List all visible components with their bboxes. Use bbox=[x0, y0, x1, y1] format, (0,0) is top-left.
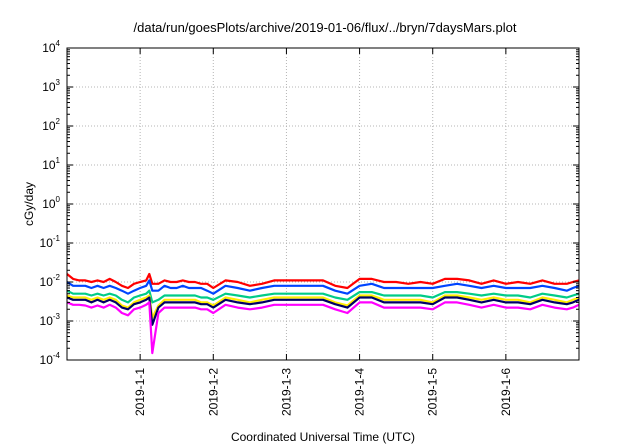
y-tick-label: 101 bbox=[42, 156, 60, 172]
y-axis-label: cGy/day bbox=[22, 182, 36, 226]
x-tick-label: 2019-1-3 bbox=[279, 368, 293, 416]
x-axis: 2019-1-1 2019-1-2 2019-1-3 2019-1-4 2019-1-5… bbox=[133, 48, 513, 416]
x-axis-label: Coordinated Universal Time (UTC) bbox=[231, 430, 415, 444]
series-line-2 bbox=[66, 279, 580, 295]
x-tick-label: 2019-1-6 bbox=[499, 368, 513, 416]
series-line-6 bbox=[66, 301, 580, 355]
x-tick-label: 2019-1-4 bbox=[353, 368, 367, 416]
x-tick-label: 2019-1-2 bbox=[206, 368, 220, 416]
series-line-1 bbox=[66, 272, 580, 290]
series-line-4 bbox=[66, 294, 580, 319]
y-tick-label: 10-4 bbox=[40, 351, 61, 367]
y-tick-label: 10-1 bbox=[40, 234, 61, 250]
series-line-5 bbox=[66, 296, 580, 326]
chart-title: /data/run/goesPlots/archive/2019-01-06/f… bbox=[134, 20, 517, 35]
y-tick-label: 100 bbox=[42, 195, 60, 211]
x-tick-label: 2019-1-1 bbox=[133, 368, 147, 416]
x-tick-label: 2019-1-5 bbox=[426, 368, 440, 416]
y-tick-label: 102 bbox=[42, 117, 60, 133]
y-tick-label: 10-3 bbox=[40, 312, 61, 328]
y-tick-label: 104 bbox=[42, 39, 60, 55]
series-line-3 bbox=[66, 289, 580, 304]
y-tick-label: 10-2 bbox=[40, 273, 61, 289]
series-group bbox=[66, 272, 580, 355]
y-tick-label: 103 bbox=[42, 78, 60, 94]
grid bbox=[67, 48, 579, 360]
y-axis: 10-4 10-3 10-2 10-1 100 101 102 103 104 bbox=[40, 39, 579, 367]
